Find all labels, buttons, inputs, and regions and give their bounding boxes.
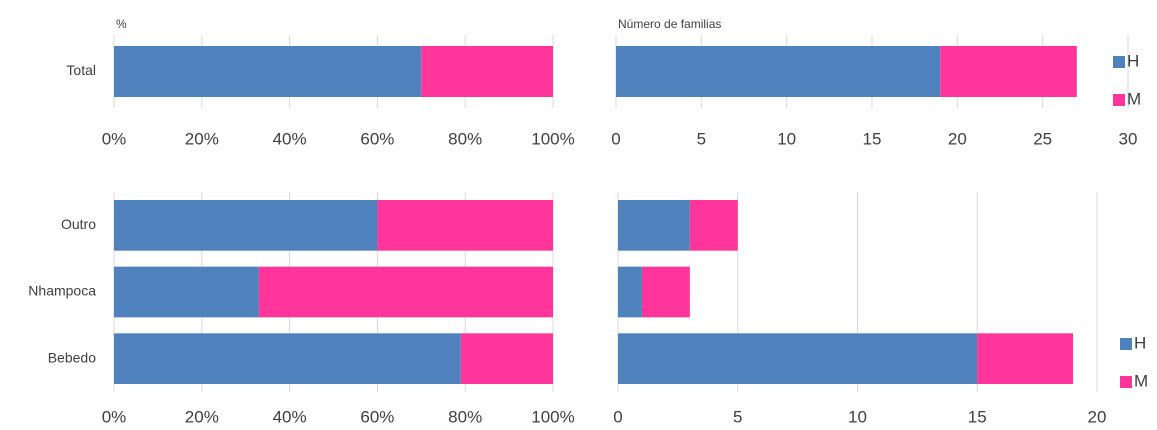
x-tick-label: 0 [611, 129, 620, 148]
x-tick-label: 10 [777, 129, 796, 148]
bar-segment [258, 266, 553, 318]
bar-segment [689, 200, 738, 251]
x-tick-label: 0 [613, 407, 622, 426]
legend-label: M [1127, 89, 1141, 108]
x-tick-label: 60% [360, 129, 394, 148]
bar-segment [377, 200, 553, 251]
legend-swatch [1113, 94, 1125, 106]
x-tick-label: 60% [360, 407, 394, 426]
x-tick-label: 0% [102, 407, 127, 426]
bar-segment [641, 266, 690, 318]
x-tick-label: 15 [863, 129, 882, 148]
bar-segment [460, 333, 553, 384]
legend-swatch [1113, 56, 1125, 68]
legend-label: H [1134, 333, 1146, 352]
bar-segment [940, 46, 1077, 97]
bar-segment [114, 46, 422, 97]
category-label: Bebedo [48, 349, 96, 365]
bar-segment [114, 333, 461, 384]
x-tick-label: 5 [697, 129, 706, 148]
x-tick-label: 30 [1119, 129, 1138, 148]
x-tick-label: 20 [948, 129, 967, 148]
x-tick-label: 15 [968, 407, 987, 426]
bar-segment [114, 200, 378, 251]
x-tick-label: 20 [1088, 407, 1107, 426]
x-tick-label: 40% [273, 407, 307, 426]
bar-segment [114, 266, 259, 318]
bar-segment [618, 266, 642, 318]
x-tick-label: 40% [273, 129, 307, 148]
bar-segment [618, 333, 978, 384]
bar-segment [618, 200, 690, 251]
x-tick-label: 20% [185, 129, 219, 148]
x-tick-label: 100% [531, 407, 574, 426]
x-tick-label: 25 [1033, 129, 1052, 148]
category-label: Nhampoca [28, 283, 96, 299]
category-label: Total [66, 62, 96, 78]
legend-swatch [1120, 376, 1132, 388]
legend-label: M [1134, 371, 1148, 390]
x-tick-label: 5 [733, 407, 742, 426]
legend-swatch [1120, 338, 1132, 350]
bar-segment [616, 46, 941, 97]
x-tick-label: 80% [448, 129, 482, 148]
bar-segment [977, 333, 1074, 384]
legend-label: H [1127, 51, 1139, 70]
chart-title: Número de familias [618, 17, 721, 31]
x-tick-label: 20% [185, 407, 219, 426]
x-tick-label: 0% [102, 129, 127, 148]
x-tick-label: 80% [448, 407, 482, 426]
category-label: Outro [61, 216, 96, 232]
bar-segment [421, 46, 553, 97]
x-tick-label: 10 [848, 407, 867, 426]
chart-title: % [116, 17, 127, 31]
x-tick-label: 100% [531, 129, 574, 148]
